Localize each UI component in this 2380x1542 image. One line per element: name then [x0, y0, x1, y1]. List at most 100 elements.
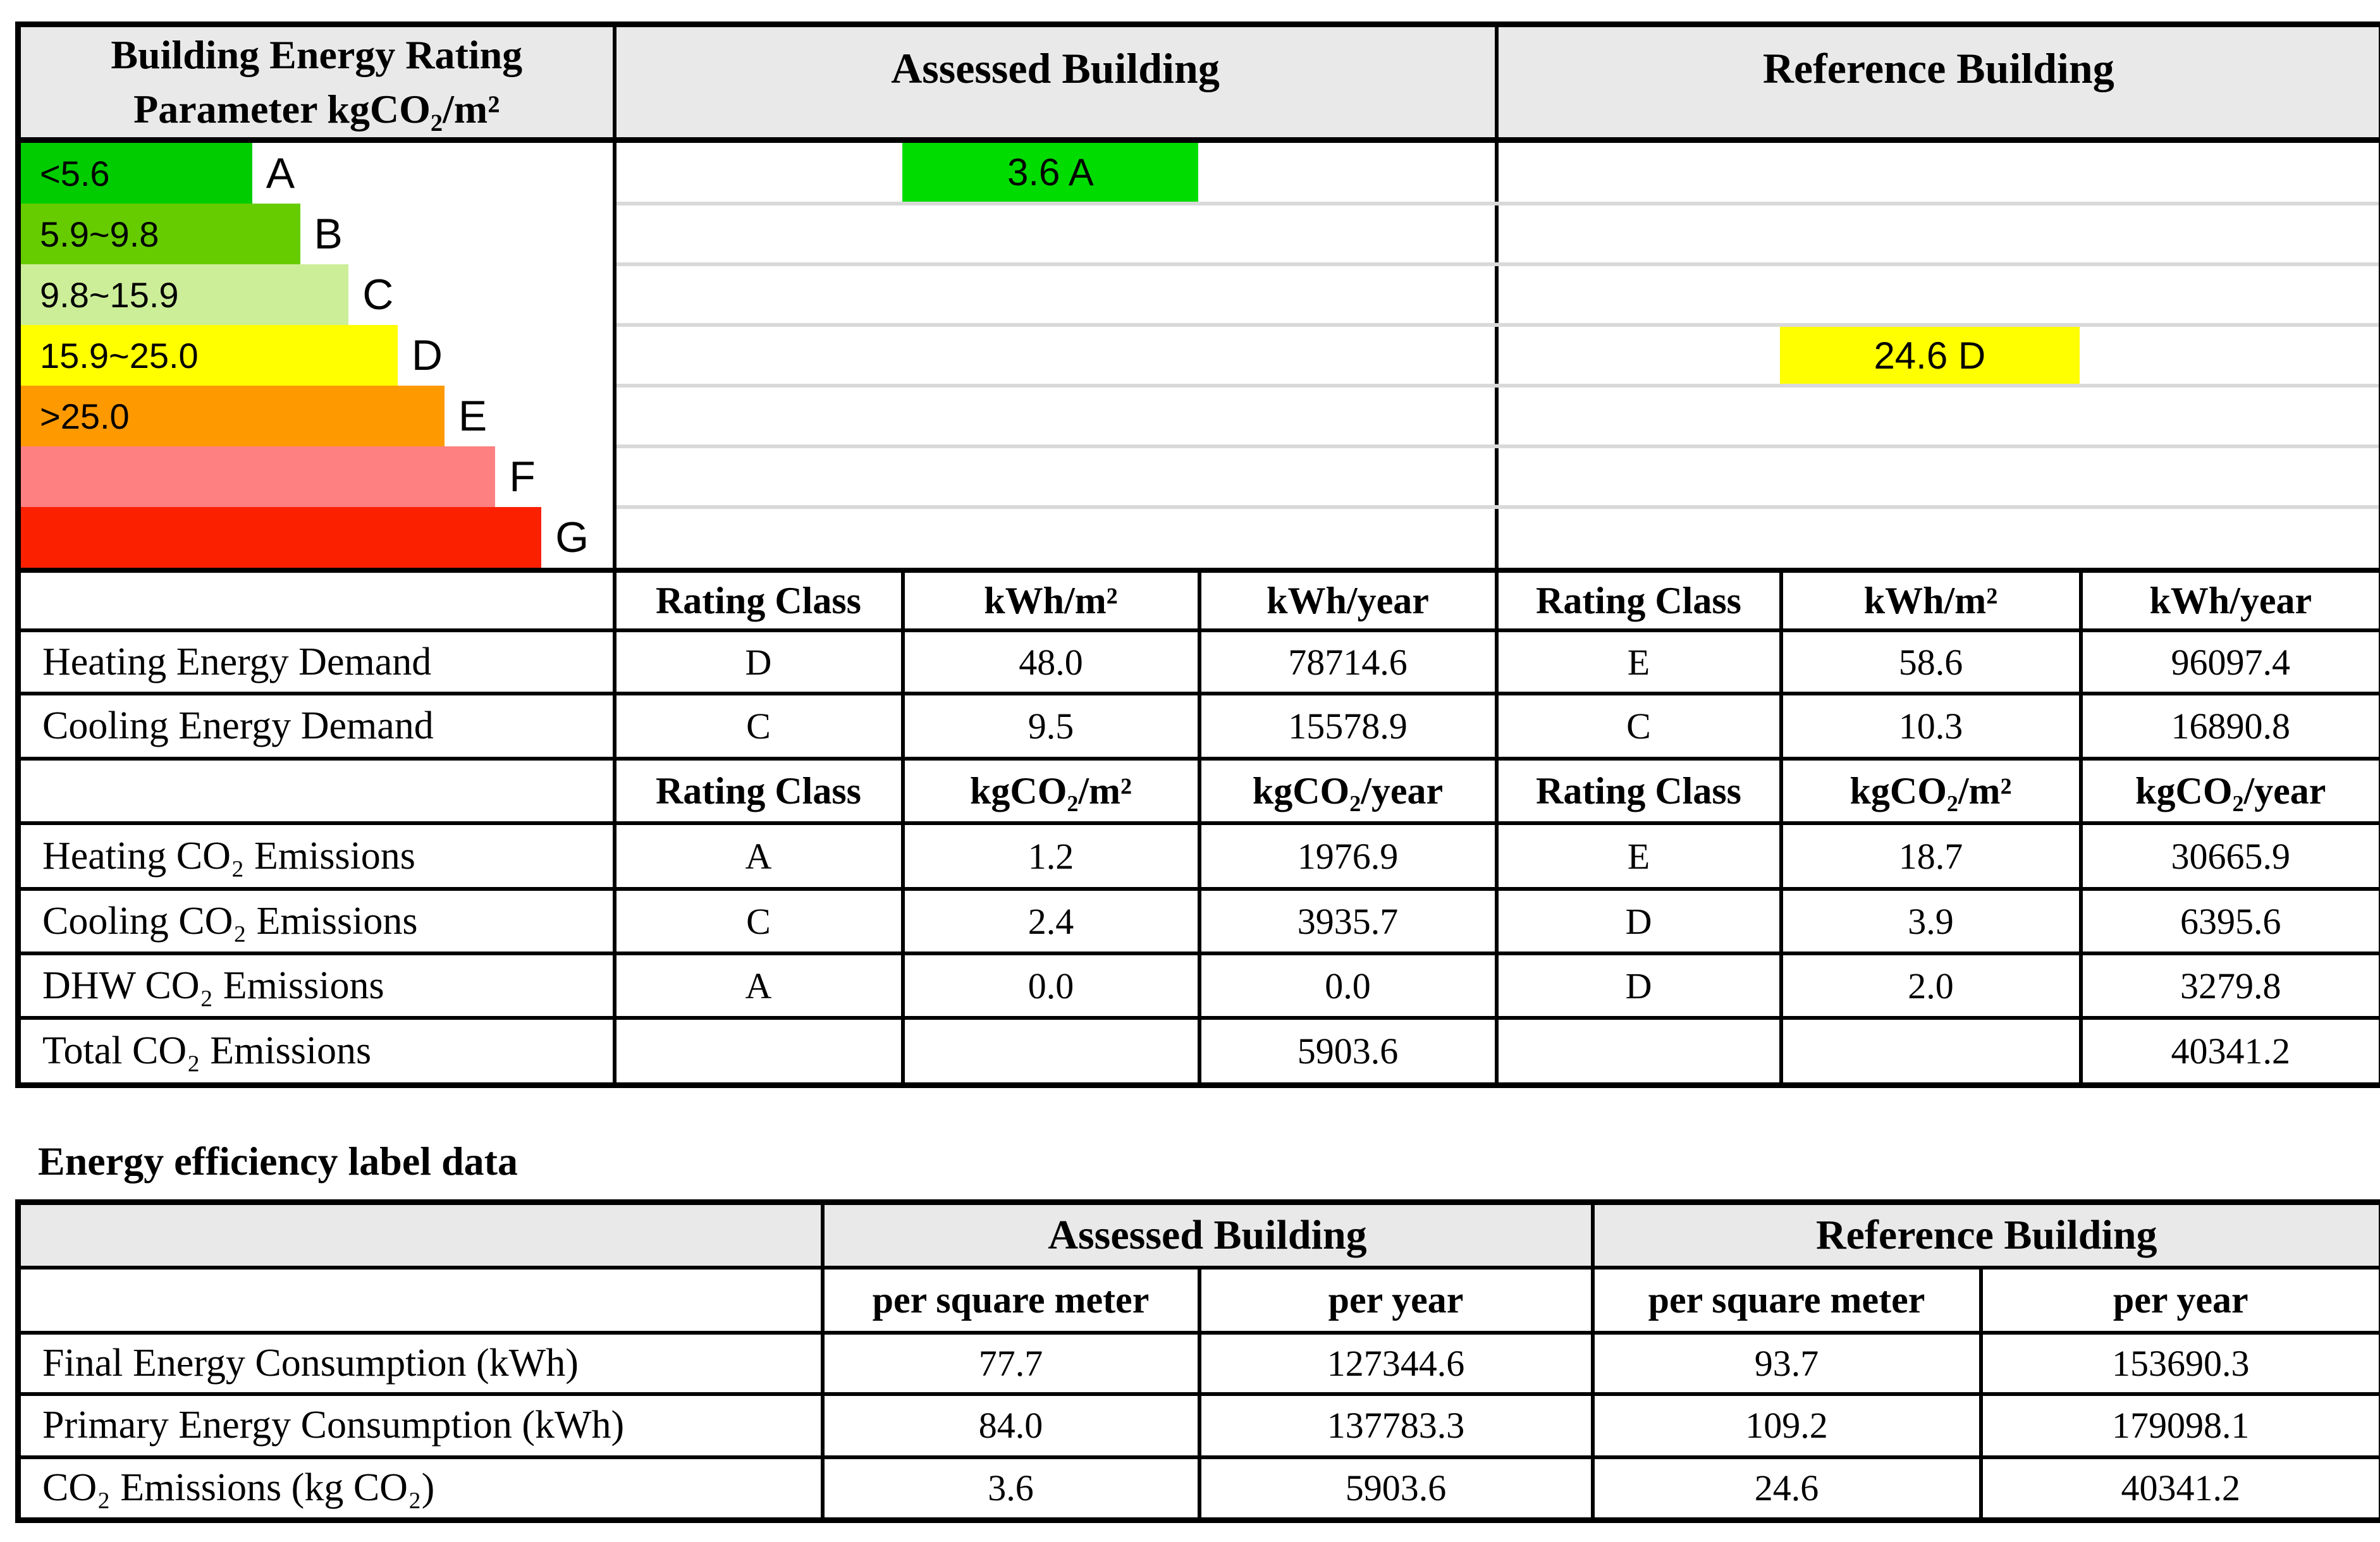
total-emissions-row: Total CO₂ Emissions 5903.6 40341.2	[15, 1016, 2380, 1088]
assessed-kgco2-m2-header: kgCO₂/m²	[900, 757, 1201, 825]
building-energy-rating-table: Building Energy Rating Parameter kgCO₂/m…	[15, 21, 2380, 1088]
value-cell: E	[1494, 821, 1783, 891]
scale-row-c: 9.8~15.9 C	[15, 264, 2380, 327]
dhw-emissions-row: DHW CO₂ Emissions A 0.0 0.0 D 2.0 3279.8	[15, 952, 2380, 1020]
rating-bar-c: 9.8~15.9	[23, 264, 349, 325]
value-cell: 2.0	[1779, 952, 2083, 1020]
value-cell: D	[612, 628, 905, 695]
rating-letter-b: B	[314, 210, 343, 258]
value-cell: D	[1494, 887, 1783, 955]
value-cell: 84.0	[820, 1392, 1201, 1459]
rating-letter-d: D	[411, 331, 443, 379]
value-cell: D	[1494, 952, 1783, 1020]
value-cell: 24.6	[1590, 1455, 1983, 1522]
value-cell: 3279.8	[2078, 952, 2380, 1020]
value-cell	[1779, 1016, 2083, 1088]
rating-letter-g: G	[555, 513, 589, 561]
assessed-building-header: Assessed Building	[612, 21, 1499, 143]
value-cell	[612, 1016, 905, 1088]
rating-bar-e: >25.0	[23, 386, 445, 446]
value-cell: 5903.6	[1197, 1016, 1499, 1088]
value-cell: C	[612, 692, 905, 761]
value-cell: 10.3	[1779, 692, 2083, 761]
reference-kgco2-m2-header: kgCO₂/m²	[1779, 757, 2083, 825]
value-cell: 40341.2	[1978, 1455, 2380, 1522]
value-cell: 93.7	[1590, 1330, 1983, 1396]
scale-row-a: <5.6 A 3.6 A	[15, 140, 2380, 205]
scale-bar-cell-g: G	[15, 507, 616, 570]
reference-scale-cell-f	[1496, 446, 2380, 509]
empty-cell	[16, 1265, 825, 1335]
reference-building-header: Reference Building	[1494, 21, 2380, 143]
assessed-scale-cell-a: 3.6 A	[614, 140, 1499, 205]
rating-letter-a: A	[266, 149, 295, 197]
value-cell: 58.6	[1779, 628, 2083, 695]
value-cell: 78714.6	[1197, 628, 1499, 695]
heating-demand-row: Heating Energy Demand D 48.0 78714.6 E 5…	[15, 628, 2380, 695]
reference-marker: 24.6 D	[1780, 327, 2080, 382]
energy-efficiency-label-table: Assessed Building Reference Building per…	[15, 1199, 2380, 1523]
scale-bar-cell-f: F	[15, 446, 616, 507]
row-label: Total CO₂ Emissions	[15, 1016, 616, 1088]
reference-per-m2-header: per square meter	[1590, 1265, 1983, 1335]
demand-header-row: Rating Class kWh/m² kWh/year Rating Clas…	[15, 568, 2380, 632]
reference-scale-cell-a	[1496, 140, 2380, 205]
assessed-kwh-m2-header: kWh/m²	[900, 568, 1201, 632]
value-cell: A	[612, 952, 905, 1020]
reference-rating-class-header2: Rating Class	[1494, 757, 1783, 825]
scale-row-f: F	[15, 446, 2380, 509]
reference-scale-cell-e	[1496, 386, 2380, 448]
scale-bar-cell-c: 9.8~15.9 C	[15, 264, 616, 325]
assessed-scale-cell-c	[614, 264, 1499, 327]
scale-bar-cell-e: >25.0 E	[15, 386, 616, 446]
rating-bar-g	[23, 507, 542, 568]
param-header-cell: Building Energy Rating Parameter kgCO₂/m…	[15, 21, 616, 143]
reference-scale-cell-b	[1496, 204, 2380, 266]
value-cell: 40341.2	[2078, 1016, 2380, 1088]
cooling-emissions-row: Cooling CO₂ Emissions C 2.4 3935.7 D 3.9…	[15, 887, 2380, 955]
value-cell: 30665.9	[2078, 821, 2380, 891]
rating-range-a: <5.6	[40, 153, 110, 193]
row-label: Final Energy Consumption (kWh)	[16, 1330, 825, 1396]
value-cell: 0.0	[1197, 952, 1499, 1020]
scale-bar-cell-d: 15.9~25.0 D	[15, 325, 616, 386]
rating-bar-b: 5.9~9.8	[23, 204, 300, 264]
value-cell: 16890.8	[2078, 692, 2380, 761]
reference-kwh-year-header: kWh/year	[2078, 568, 2380, 632]
row-label: Primary Energy Consumption (kWh)	[16, 1392, 825, 1459]
final-energy-row: Final Energy Consumption (kWh) 77.7 1273…	[16, 1330, 2380, 1396]
rating-range-d: 15.9~25.0	[40, 335, 199, 376]
top-header-row: Building Energy Rating Parameter kgCO₂/m…	[15, 21, 2380, 143]
reference-building-header-bottom: Reference Building	[1590, 1200, 2380, 1270]
assessed-scale-cell-e	[614, 386, 1499, 448]
row-label: Cooling CO₂ Emissions	[15, 887, 616, 955]
reference-kwh-m2-header: kWh/m²	[1779, 568, 2083, 632]
value-cell: A	[612, 821, 905, 891]
value-cell: 127344.6	[1197, 1330, 1595, 1396]
reference-scale-cell-c	[1496, 264, 2380, 327]
scale-row-e: >25.0 E	[15, 386, 2380, 448]
value-cell: 1976.9	[1197, 821, 1499, 891]
value-cell: 179098.1	[1978, 1392, 2380, 1459]
scale-row-d: 15.9~25.0 D 24.6 D	[15, 325, 2380, 388]
value-cell: 153690.3	[1978, 1330, 2380, 1396]
value-cell	[900, 1016, 1201, 1088]
value-cell: 0.0	[900, 952, 1201, 1020]
scale-row-b: 5.9~9.8 B	[15, 204, 2380, 266]
value-cell: 3935.7	[1197, 887, 1499, 955]
rating-letter-e: E	[458, 392, 488, 440]
param-header-line2: Parameter kgCO₂/m²	[133, 87, 500, 132]
value-cell: 3.9	[1779, 887, 2083, 955]
emissions-header-row: Rating Class kgCO₂/m² kgCO₂/year Rating …	[15, 757, 2380, 825]
value-cell: 3.6	[820, 1455, 1201, 1522]
reference-scale-cell-d: 24.6 D	[1496, 325, 2380, 388]
reference-per-year-header: per year	[1978, 1265, 2380, 1335]
co2-emissions-row: CO₂ Emissions (kg CO₂) 3.6 5903.6 24.6 4…	[16, 1455, 2380, 1522]
scale-row-g: G	[15, 507, 2380, 572]
rating-range-b: 5.9~9.8	[40, 214, 159, 254]
rating-range-c: 9.8~15.9	[40, 274, 179, 315]
value-cell: 1.2	[900, 821, 1201, 891]
empty-cell	[15, 568, 616, 632]
empty-cell	[15, 757, 616, 825]
